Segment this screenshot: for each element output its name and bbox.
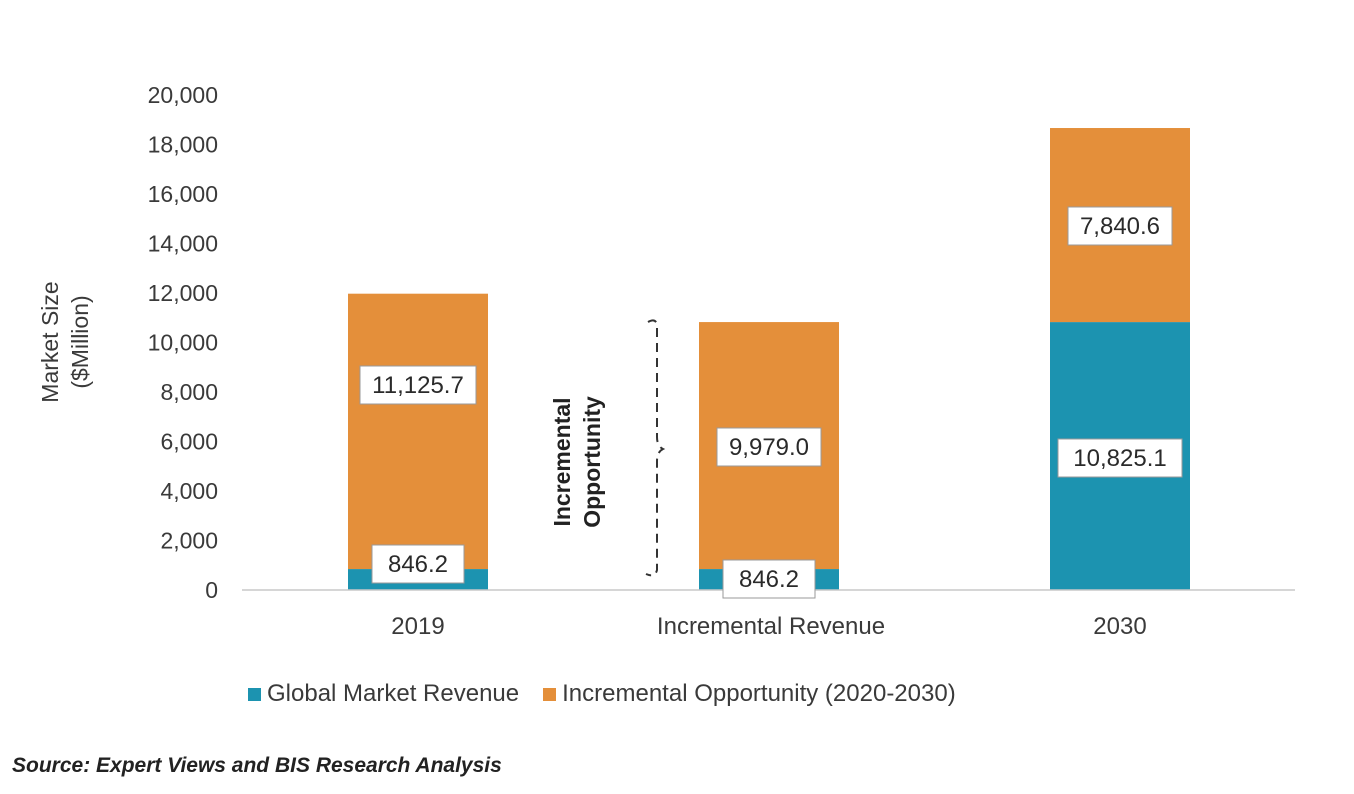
legend-item-global: Global Market Revenue (248, 680, 519, 708)
y-tick-label: 16,000 (148, 181, 218, 207)
annotation-line1: Incremental (549, 397, 575, 526)
x-category-label: Incremental Revenue (657, 613, 885, 640)
data-labels: 846.2 11,125.7 846.2 9,979.0 10,825.1 7,840.6 (359, 206, 1183, 599)
y-tick-label: 12,000 (148, 280, 218, 306)
source-note: Source: Expert Views and BIS Research An… (12, 754, 502, 777)
legend-swatch-incremental (543, 687, 557, 701)
y-axis-label-line1: Market Size (37, 281, 63, 402)
data-label-box (359, 365, 477, 405)
x-category-label: 2019 (391, 613, 444, 640)
bar-segment (348, 293, 488, 570)
data-label: 9,979.0 (729, 434, 809, 461)
y-tick-label: 10,000 (148, 330, 218, 356)
incremental-bracket (645, 319, 666, 577)
legend-label-global: Global Market Revenue (267, 680, 520, 707)
data-label: 10,825.1 (1073, 445, 1166, 472)
y-tick-label: 2,000 (160, 528, 218, 554)
legend-label-incremental: Incremental Opportunity (2020-2030) (562, 680, 956, 707)
legend: Global Market Revenue Incremental Opport… (248, 680, 980, 708)
data-label: 11,125.7 (372, 372, 464, 399)
data-label-box (371, 544, 465, 584)
data-label: 7,840.6 (1080, 213, 1160, 240)
data-label-box (1067, 206, 1173, 246)
bars (348, 128, 1190, 590)
stacked-bar-chart: 0 2,000 4,000 6,000 8,000 10,000 12,000 14,000 1… (37, 82, 1295, 640)
y-tick-label: 0 (205, 577, 218, 603)
data-label: 846.2 (388, 551, 448, 578)
y-tick-label: 4,000 (160, 478, 218, 504)
y-tick-label: 14,000 (148, 231, 218, 257)
y-tick-label: 6,000 (160, 429, 218, 455)
x-category-label: 2030 (1093, 613, 1146, 640)
category-labels: 2019 Incremental Revenue 2030 (391, 613, 1146, 640)
data-label: 846.2 (739, 566, 799, 593)
data-label-box (1057, 438, 1183, 478)
data-label-box (722, 559, 816, 599)
y-axis-ticks: 0 2,000 4,000 6,000 8,000 10,000 12,000 14,000 1… (148, 82, 218, 603)
annotation-line2: Opportunity (579, 396, 605, 528)
y-tick-label: 20,000 (148, 82, 218, 108)
legend-swatch-global (248, 687, 261, 701)
y-axis-label-line2: ($Million) (67, 295, 93, 388)
legend-item-incremental: Incremental Opportunity (2020-2030) (543, 680, 956, 708)
y-tick-label: 8,000 (160, 379, 218, 405)
y-tick-label: 18,000 (148, 132, 218, 158)
data-label-box (716, 427, 822, 467)
